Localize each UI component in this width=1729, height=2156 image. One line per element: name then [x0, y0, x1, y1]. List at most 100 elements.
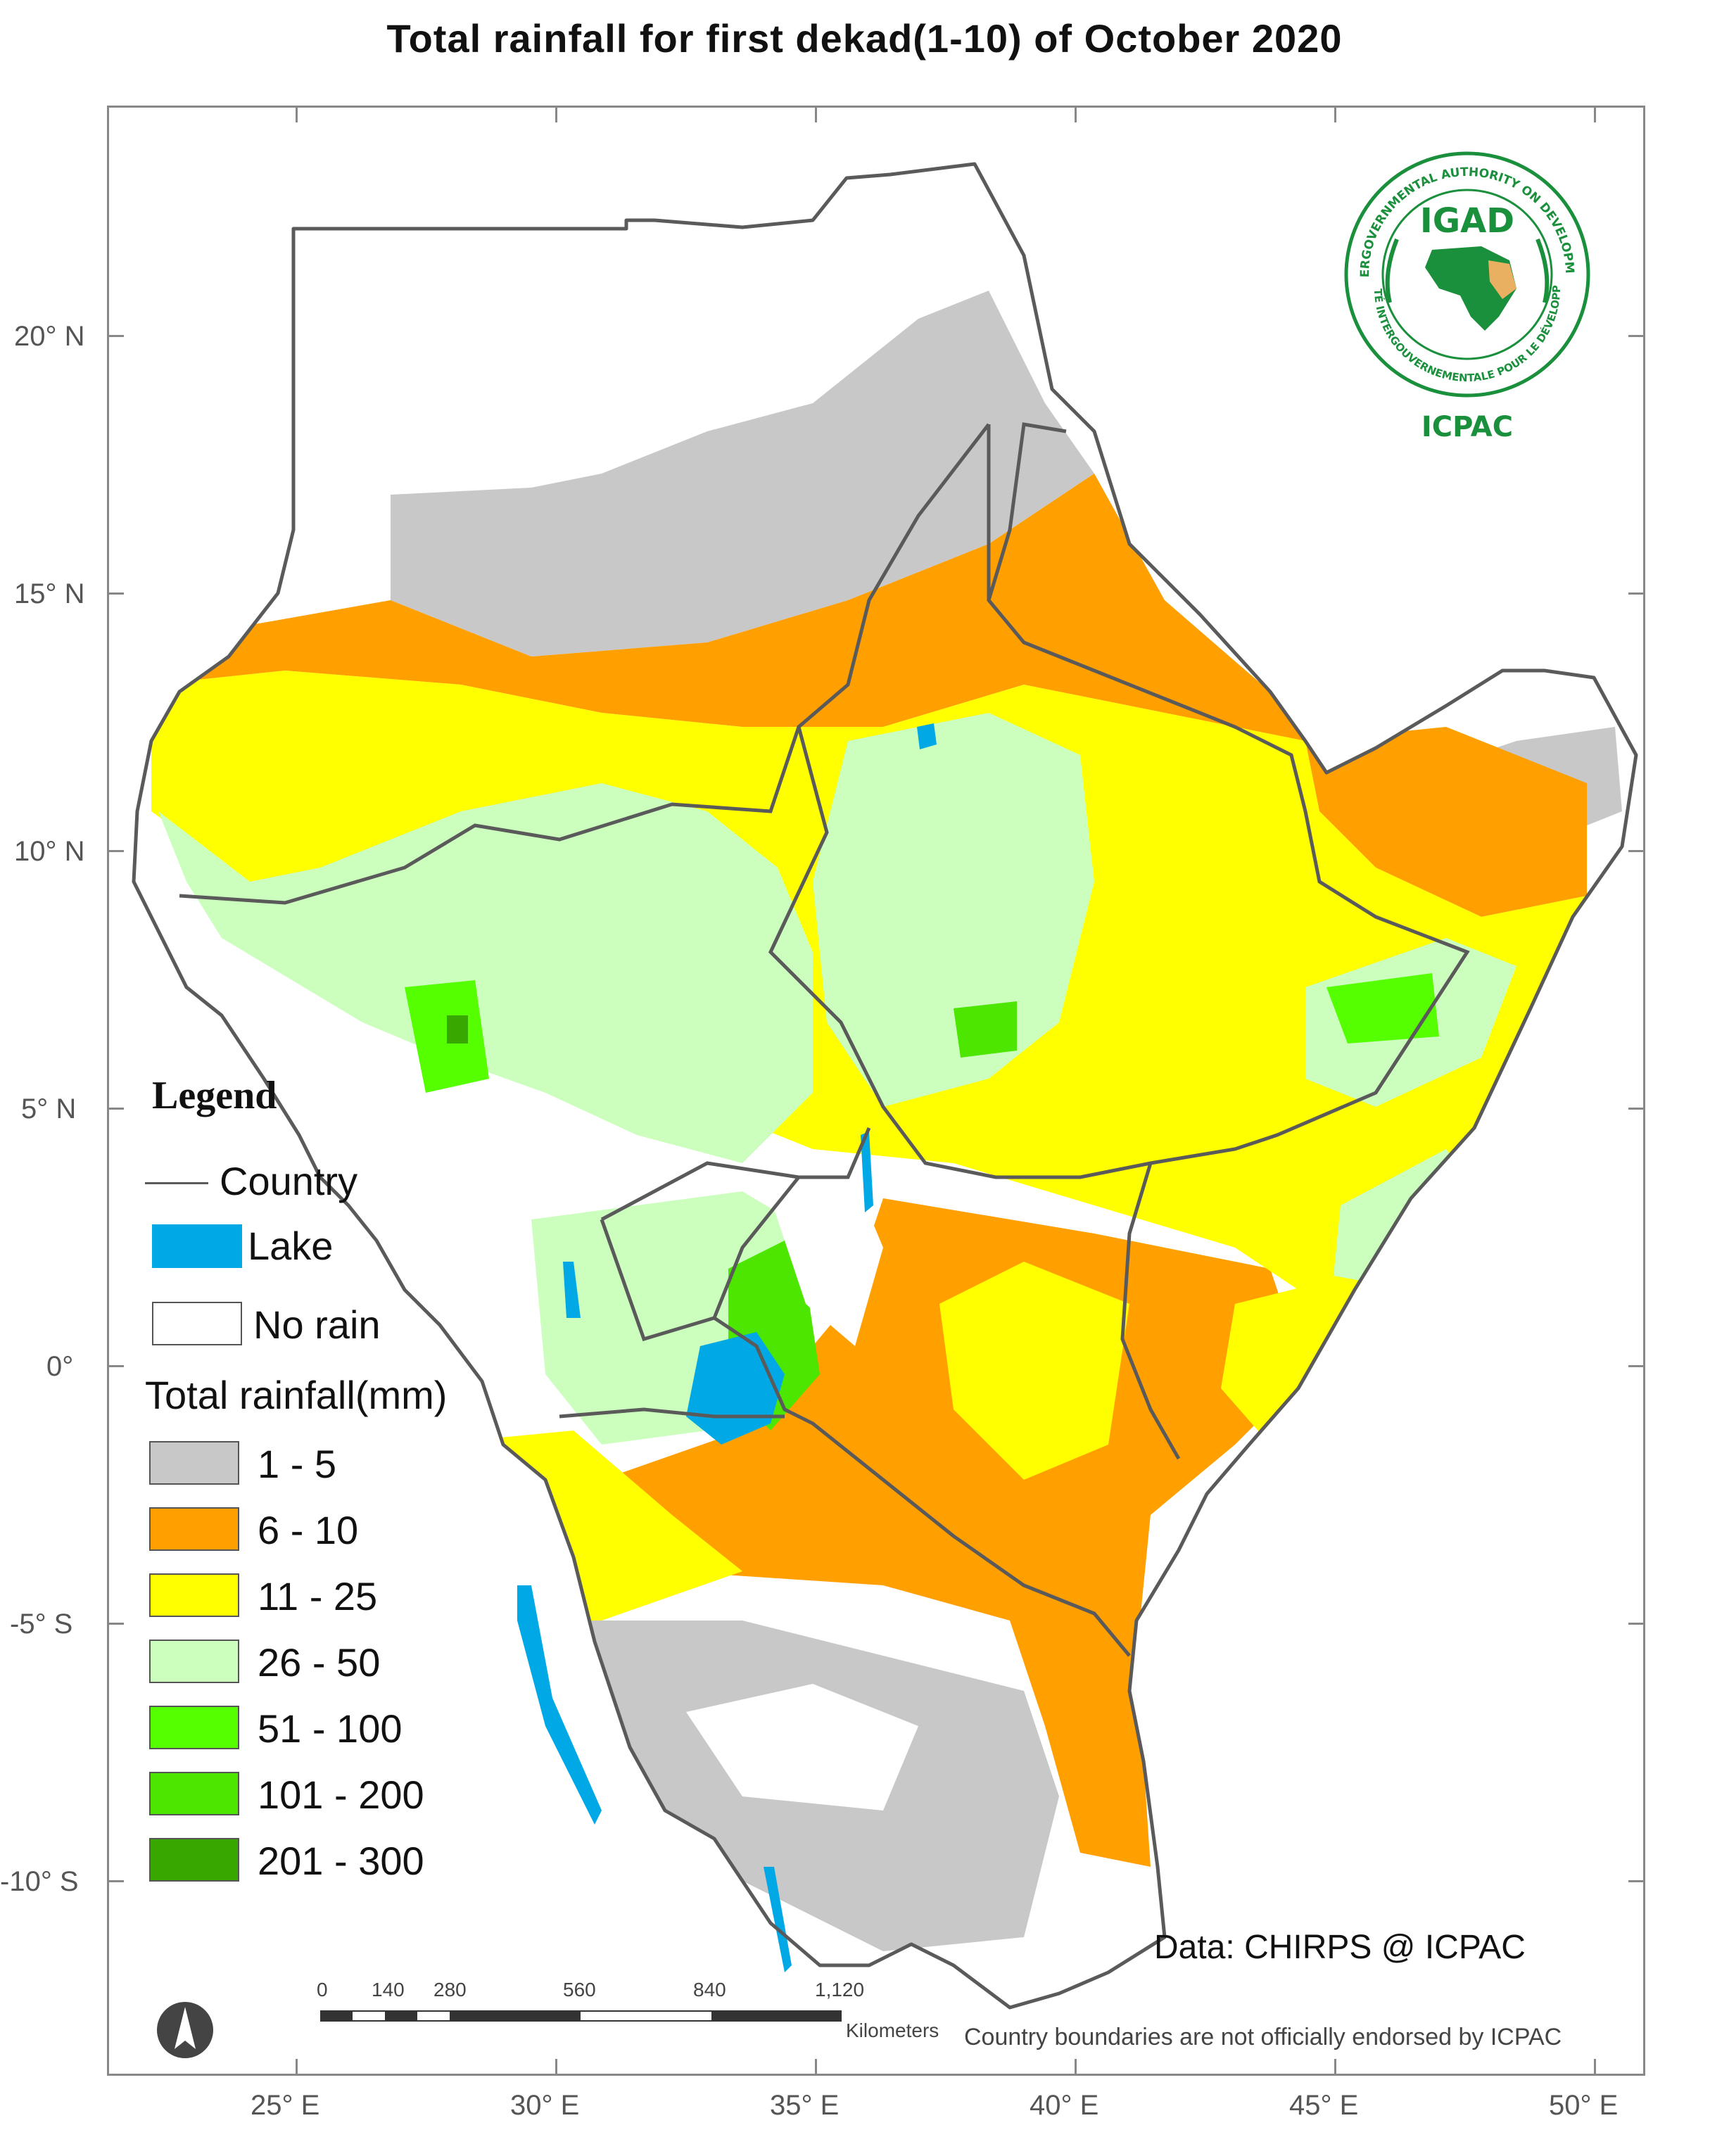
lake-tana: [917, 723, 937, 749]
x-tick-top: [815, 106, 817, 122]
no-rain-zone: [764, 1163, 883, 1346]
border-uganda: [600, 1161, 799, 1342]
logo-sub: ICPAC: [1421, 411, 1513, 443]
y-tick-left: [107, 1365, 124, 1367]
rain-zone-6-10: [151, 474, 1305, 741]
x-tick-label: 25° E: [251, 2090, 320, 2121]
rain-zone-6-10: [1305, 727, 1587, 917]
scale-label: 0: [317, 1979, 328, 2000]
legend-class-label: 51 - 100: [258, 1706, 403, 1751]
data-credit: Data: CHIRPS @ ICPAC: [1154, 1929, 1526, 1966]
border-eritrea: [987, 422, 1067, 601]
y-tick-right: [1628, 592, 1645, 595]
y-tick-label: 5° N: [21, 1093, 77, 1124]
scale-label: 280: [433, 1979, 467, 2000]
x-tick-bottom: [1594, 2059, 1596, 2076]
laurel-right-icon: [1535, 238, 1550, 303]
legend-rainfall-title: Total rainfall(mm): [145, 1373, 448, 1417]
rain-zone-1-5: [391, 291, 1094, 657]
boundary-disclaimer: Country boundaries are not officially en…: [964, 2024, 1562, 2050]
outer-boundary: [132, 162, 1638, 2010]
lake-turkana: [861, 1131, 873, 1212]
y-tick-label: 20° N: [14, 321, 85, 352]
border-sudan-south: [179, 423, 990, 905]
legend-swatch-6-10: [149, 1507, 239, 1551]
legend-title: Legend: [152, 1074, 277, 1117]
no-rain-zone: [686, 1684, 918, 1811]
y-tick-right: [1628, 1880, 1645, 1882]
legend-class-label: 6 - 10: [258, 1508, 359, 1552]
x-tick-top: [1075, 106, 1077, 122]
x-tick-bottom: [815, 2059, 817, 2076]
legend-lake-swatch: [152, 1224, 242, 1268]
legend-lake-label: Lake: [248, 1224, 334, 1268]
rain-zone-11-25: [939, 1262, 1129, 1480]
x-tick-label: 50° E: [1549, 2090, 1619, 2121]
legend-swatch-1-5: [149, 1441, 239, 1485]
map-title: Total rainfall for first dekad(1-10) of …: [386, 16, 1343, 61]
legend-country-label: Country: [220, 1159, 358, 1203]
y-tick-label: 0°: [46, 1351, 74, 1382]
legend-class-label: 101 - 200: [258, 1773, 424, 1817]
legend-swatch-11-25: [149, 1573, 239, 1617]
y-tick-left: [107, 850, 124, 852]
legend-swatch-201-300: [149, 1838, 239, 1882]
y-tick-right: [1628, 850, 1645, 852]
y-tick-right: [1628, 1623, 1645, 1625]
x-tick-top: [296, 106, 298, 122]
scale-label: 1,120: [815, 1979, 865, 2000]
scale-label: 840: [693, 1979, 726, 2000]
legend-norain-label: No rain: [253, 1302, 381, 1347]
legend-swatch-101-200: [149, 1772, 239, 1815]
rainfall-map: [132, 162, 1638, 2010]
y-tick-left: [107, 1108, 124, 1110]
y-tick-right: [1628, 1108, 1645, 1110]
y-tick-label: -5° S: [10, 1609, 73, 1640]
y-tick-left: [107, 335, 124, 337]
scale-unit: Kilometers: [846, 2019, 939, 2041]
y-tick-right: [1628, 1365, 1645, 1367]
lake-albert: [563, 1262, 581, 1318]
x-tick-label: 30° E: [510, 2090, 580, 2121]
no-rain-zone: [285, 231, 644, 445]
y-tick-label: 10° N: [14, 836, 85, 867]
x-tick-bottom: [1075, 2059, 1077, 2076]
x-tick-top: [1334, 106, 1336, 122]
rain-zone-51-100: [1326, 973, 1439, 1044]
x-tick-bottom: [1334, 2059, 1336, 2076]
legend-country-line: [145, 1182, 208, 1184]
logo-org: IGAD: [1420, 201, 1514, 241]
x-tick-bottom: [555, 2059, 557, 2076]
rain-zone-26-50: [158, 783, 813, 1163]
legend-class-label: 201 - 300: [258, 1839, 424, 1883]
legend-norain-swatch: [152, 1302, 242, 1345]
x-tick-top: [555, 106, 557, 122]
igad-logo: INTERGOVERNMENTAL AUTHORITY ON DEVELOPME…: [1336, 137, 1594, 447]
rain-zone-6-10: [574, 1198, 1305, 1867]
scale-label: 560: [563, 1979, 596, 2000]
y-tick-label: -10° S: [0, 1866, 79, 1897]
x-tick-top: [1594, 106, 1596, 122]
y-tick-label: 15° N: [14, 578, 85, 609]
legend-swatch-51-100: [149, 1706, 239, 1749]
y-tick-left: [107, 592, 124, 595]
y-tick-left: [107, 1880, 124, 1882]
map-frame: [107, 106, 1645, 2076]
north-arrow-icon: [153, 1998, 217, 2065]
y-tick-left: [107, 1623, 124, 1625]
border-ethiopia: [768, 424, 1470, 1179]
x-tick-label: 35° E: [770, 2090, 840, 2121]
y-tick-right: [1628, 335, 1645, 337]
scale-bar: [319, 2004, 855, 2036]
border-tanzania: [559, 1407, 785, 1419]
border-somalia: [1120, 1162, 1181, 1460]
legend-swatch-26-50: [149, 1640, 239, 1683]
scale-label: 140: [372, 1979, 405, 2000]
igad-region-icon: [1488, 260, 1516, 299]
lake-malawi: [764, 1867, 792, 1972]
rain-zone-101-200: [954, 1001, 1017, 1058]
lake-tanganyika: [517, 1585, 602, 1825]
legend-class-label: 11 - 25: [258, 1574, 378, 1618]
laurel-left-icon: [1385, 238, 1399, 303]
legend-class-label: 1 - 5: [258, 1442, 337, 1486]
